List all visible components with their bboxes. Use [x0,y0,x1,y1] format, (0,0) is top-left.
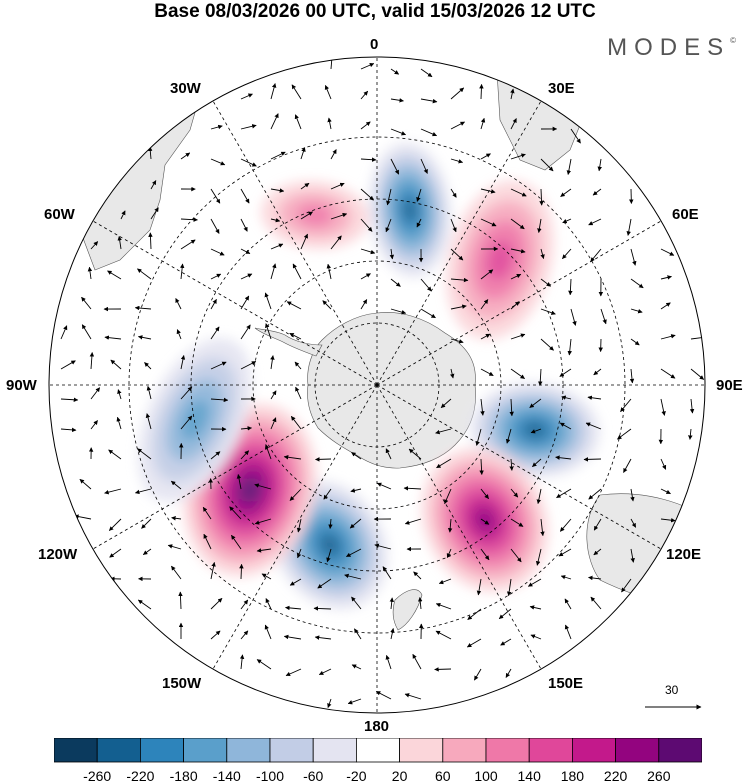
wind-arrow [584,459,601,460]
lon-label-60e: 60E [672,206,699,223]
colorbar-segment [97,738,140,762]
lon-label-120w: 120W [38,546,77,563]
colorbar-tick-label: -180 [170,768,198,784]
colorbar-tick-label: -100 [256,768,284,784]
colorbar-segment [140,738,183,762]
lon-label-30w: 30W [170,80,201,97]
colorbar-tick-label: 20 [392,768,408,784]
wind-arrow [481,84,482,99]
reference-arrow-icon [643,683,705,723]
lon-label-180: 180 [364,718,389,735]
colorbar-tick-label: -140 [213,768,241,784]
lon-label-90e: 90E [716,377,743,394]
colorbar-segment [227,738,270,762]
lon-label-60w: 60W [44,206,75,223]
colorbar [54,738,702,764]
colorbar-tick-label: 180 [561,768,584,784]
polar-stereographic-map [0,0,750,735]
lon-label-30e: 30E [548,80,575,97]
colorbar-tick-label: 260 [647,768,670,784]
wind-arrow [435,669,451,670]
wind-arrow [316,459,332,460]
colorbar-tick-label: -60 [303,768,323,784]
colorbar-segment [572,738,615,762]
colorbar-segment [659,738,702,762]
colorbar-tick-label: 140 [518,768,541,784]
colorbar-segment [184,738,227,762]
colorbar-tick-label: -20 [346,768,366,784]
colorbar-tick-label: 60 [435,768,451,784]
lon-label-90w: 90W [6,377,37,394]
lon-label-120e: 120E [666,546,701,563]
colorbar-tick-label: -220 [126,768,154,784]
lon-label-150w: 150W [162,675,201,692]
colorbar-segment [616,738,659,762]
reference-vector: 30 [643,683,705,723]
wind-arrow [241,564,242,579]
lon-label-150e: 150E [548,675,583,692]
colorbar-segment [313,738,356,762]
colorbar-segment [529,738,572,762]
colorbar-tick-label: -260 [83,768,111,784]
colorbar-tick-label: 220 [604,768,627,784]
colorbar-tick-label: 100 [474,768,497,784]
colorbar-segment [356,738,399,762]
colorbar-segment [54,738,97,762]
colorbar-segment [400,738,443,762]
colorbar-segment [270,738,313,762]
colorbar-segment [443,738,486,762]
colorbar-segment [486,738,529,762]
lon-label-0: 0 [370,36,378,53]
